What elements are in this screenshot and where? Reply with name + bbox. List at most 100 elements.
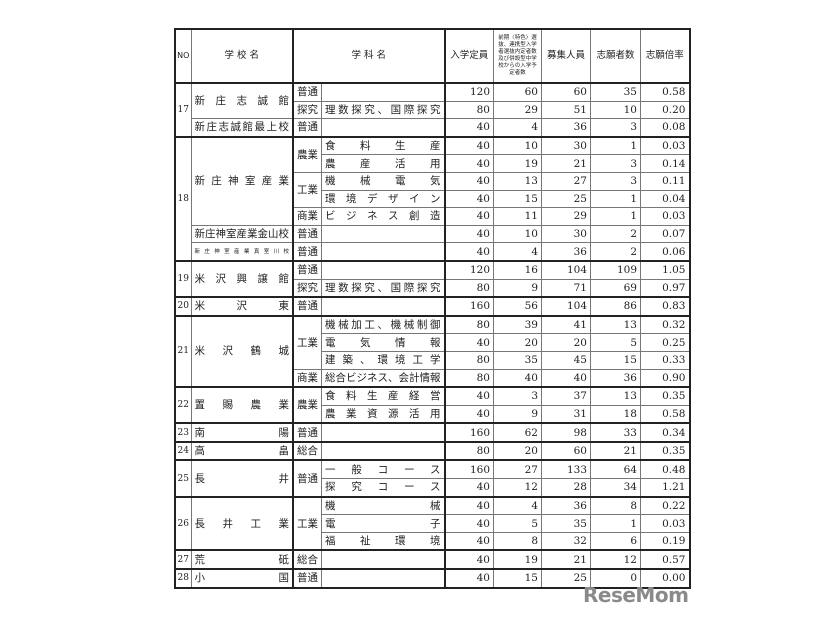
capacity-value: 80 xyxy=(444,368,494,388)
school-number: 17 xyxy=(174,82,192,138)
recruit-value: 41 xyxy=(541,314,591,335)
recruit-value: 51 xyxy=(541,100,591,120)
pre-admitted-value: 13 xyxy=(493,171,542,191)
table-row: 19 米沢興譲館 普通 120 16 104 109 1.05 xyxy=(174,259,690,298)
table-row: 探究 理数探究、国際探究 80 9 71 69 0.97 xyxy=(175,278,690,298)
ratio-value: 0.22 xyxy=(640,495,690,516)
ratio-value: 0.58 xyxy=(640,82,690,102)
applicants-value: 86 xyxy=(590,296,641,317)
header-row: NO 学 校 名 学 科 名 入学定員 前期〈特色〉選抜、連携型入学者選抜内定者… xyxy=(174,28,690,84)
applicants-value: 69 xyxy=(590,278,641,298)
school-name: 南陽 xyxy=(190,422,294,443)
pre-admitted-value: 8 xyxy=(493,531,542,551)
applicants-value: 5 xyxy=(590,333,641,352)
pre-admitted-value: 4 xyxy=(493,118,542,138)
applicants-value: 33 xyxy=(590,422,641,443)
recruit-value: 40 xyxy=(541,368,591,388)
ratio-value: 0.35 xyxy=(640,386,690,406)
applicants-value: 64 xyxy=(590,459,641,480)
pre-admitted-value: 20 xyxy=(493,440,542,461)
applicants-value: 3 xyxy=(590,171,641,191)
header-capacity: 入学定員 xyxy=(444,28,494,84)
applicants-value: 34 xyxy=(590,478,641,498)
recruit-value: 36 xyxy=(541,242,591,262)
table-row: 新庄志誠館最上校 普通 40 4 36 3 0.08 xyxy=(175,118,690,138)
ratio-value: 0.35 xyxy=(640,440,690,461)
applicants-value: 1 xyxy=(590,135,641,156)
recruit-value: 36 xyxy=(541,495,591,516)
course-name: 理数探究、国際探究 xyxy=(321,100,446,120)
department-category: 普通 xyxy=(292,422,322,443)
ratio-value: 0.00 xyxy=(640,568,690,589)
pre-admitted-value: 40 xyxy=(493,368,542,388)
table-row: 17 新庄志誠館 普通 120 60 60 35 0.58 xyxy=(174,82,690,138)
applicants-value: 13 xyxy=(590,386,641,406)
ratio-value: 0.25 xyxy=(640,333,690,352)
table-row: 商業 ビジネス創造 40 11 29 1 0.03 xyxy=(175,207,690,226)
capacity-value: 40 xyxy=(444,495,494,516)
ratio-value: 1.05 xyxy=(640,259,690,280)
recruit-value: 45 xyxy=(541,350,591,370)
capacity-value: 40 xyxy=(444,154,494,173)
capacity-value: 40 xyxy=(444,478,494,498)
pre-admitted-value: 10 xyxy=(493,224,542,244)
applicants-value: 1 xyxy=(590,189,641,209)
applicants-value: 10 xyxy=(590,100,641,120)
department-category: 工業 xyxy=(292,495,322,551)
ratio-value: 0.19 xyxy=(640,531,690,551)
course-name: 食料生産経営 xyxy=(321,386,446,406)
course-name: 福祉環境 xyxy=(321,531,446,551)
recruit-value: 71 xyxy=(541,278,591,298)
applicants-value: 15 xyxy=(590,350,641,370)
course-name: 機械加工、機械制御 xyxy=(321,314,446,335)
department-category: 農業 xyxy=(292,386,322,424)
school-number: 23 xyxy=(174,422,192,443)
course-name: 機械 xyxy=(321,495,446,516)
pre-admitted-value: 9 xyxy=(493,404,542,424)
ratio-value: 0.97 xyxy=(640,278,690,298)
recruit-value: 37 xyxy=(541,386,591,406)
department-category: 普通 xyxy=(292,224,322,244)
applicants-value: 8 xyxy=(590,495,641,516)
pre-admitted-value: 15 xyxy=(493,189,542,209)
school-name: 長井 xyxy=(190,459,294,498)
applicants-value: 2 xyxy=(590,242,641,262)
recruit-value: 25 xyxy=(541,568,591,589)
department-category: 普通 xyxy=(292,296,322,317)
course-name: 機械電気 xyxy=(321,171,446,191)
school-name: 米沢鶴城 xyxy=(190,314,294,388)
school-number: 19 xyxy=(174,259,192,298)
recruit-value: 104 xyxy=(541,296,591,317)
course-name: 環境デザイン xyxy=(321,189,446,209)
ratio-value: 1.21 xyxy=(640,478,690,498)
capacity-value: 40 xyxy=(444,224,494,244)
department-category: 普通 xyxy=(292,118,322,138)
recruit-value: 25 xyxy=(541,189,591,209)
school-name: 米沢興譲館 xyxy=(190,259,294,298)
table-row: 建築、環境工学 80 35 45 15 0.33 xyxy=(175,350,690,370)
school-name: 新庄神室産業真室川校 xyxy=(190,242,294,262)
capacity-value: 40 xyxy=(444,549,494,570)
recruit-value: 133 xyxy=(541,459,591,480)
table-row: 22 置賜農業 農業 食料生産経営 40 3 37 13 0.35 xyxy=(174,386,690,424)
school-name: 新庄志誠館 xyxy=(190,82,294,120)
department-category: 探究 xyxy=(292,278,322,298)
applicants-value: 21 xyxy=(590,440,641,461)
course-name xyxy=(321,422,446,443)
recruit-value: 104 xyxy=(541,259,591,280)
pre-admitted-value: 29 xyxy=(493,100,542,120)
school-name: 新庄神室産業 xyxy=(190,135,294,226)
school-number: 24 xyxy=(174,440,192,461)
capacity-value: 120 xyxy=(444,259,494,280)
recruit-value: 20 xyxy=(541,333,591,352)
department-category: 工業 xyxy=(292,171,322,209)
department-category: 総合 xyxy=(292,549,322,570)
table-row: 23 南陽 普通 160 62 98 33 0.34 xyxy=(174,422,690,443)
course-name: 農産活用 xyxy=(321,154,446,173)
pre-admitted-value: 11 xyxy=(493,207,542,226)
recruit-value: 32 xyxy=(541,531,591,551)
table-row: 電子 40 5 35 1 0.03 xyxy=(175,514,690,533)
department-category: 探究 xyxy=(292,100,322,120)
resemom-logo: ReseMom xyxy=(583,583,689,607)
capacity-value: 80 xyxy=(444,440,494,461)
